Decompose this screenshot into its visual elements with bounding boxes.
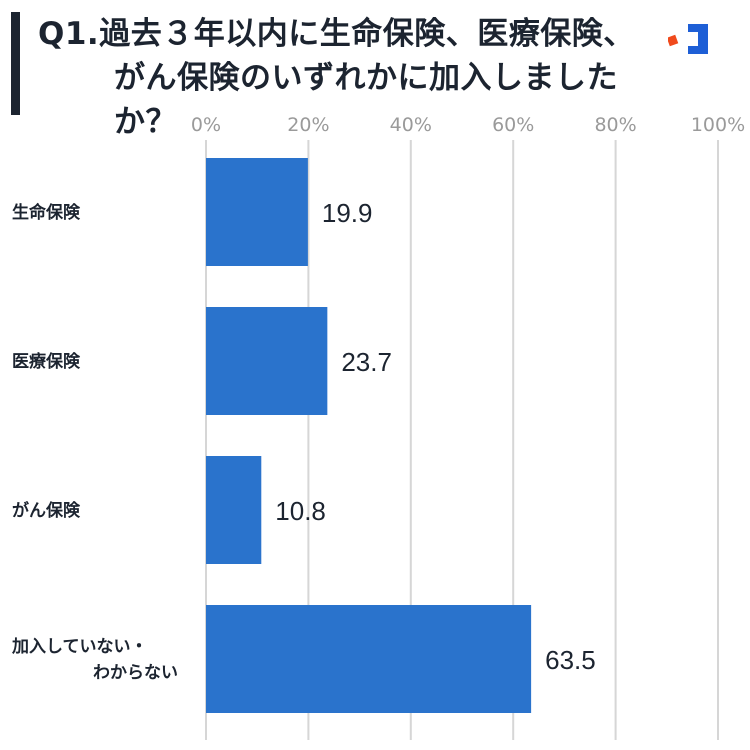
- x-tick-label: 20%: [287, 114, 329, 136]
- x-tick-label: 80%: [594, 114, 636, 136]
- bar: [206, 456, 262, 564]
- bar-value-label: 23.7: [341, 347, 392, 377]
- category-label: 医療保険: [12, 351, 81, 372]
- chart-title: Q1.過去３年以内に生命保険、医療保険、 がん保険のいずれかに加入しましたか？: [38, 12, 678, 144]
- bar-value-label: 19.9: [322, 198, 373, 228]
- category-label: わからない: [93, 663, 178, 683]
- chart-title-line2: がん保険のいずれかに加入しましたか？: [114, 60, 618, 140]
- x-tick-label: 100%: [691, 114, 745, 136]
- brand-logo-icon: [668, 24, 708, 54]
- category-label: がん保険: [12, 500, 81, 521]
- bar: [206, 307, 328, 415]
- chart-title-line1: Q1.過去３年以内に生命保険、医療保険、: [38, 16, 635, 52]
- category-label: 加入していない・: [11, 637, 148, 657]
- category-label: 生命保険: [12, 202, 81, 223]
- bar-value-label: 10.8: [275, 496, 326, 526]
- title-accent-bar: [11, 12, 20, 115]
- bar: [206, 605, 532, 713]
- x-tick-label: 60%: [492, 114, 534, 136]
- logo-red-mark: [668, 34, 679, 47]
- x-tick-label: 0%: [191, 114, 221, 136]
- bar: [206, 158, 308, 266]
- bar-value-label: 63.5: [545, 645, 596, 675]
- x-tick-label: 40%: [390, 114, 432, 136]
- logo-blue-mark: [688, 24, 708, 54]
